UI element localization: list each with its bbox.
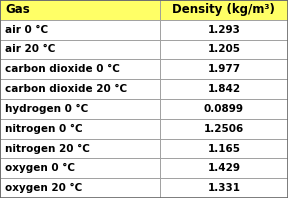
Bar	[160, 178, 288, 198]
Bar	[160, 119, 288, 139]
Bar	[0, 178, 160, 198]
Bar	[160, 0, 288, 20]
Bar	[0, 139, 160, 158]
Bar	[160, 40, 288, 59]
Text: 1.842: 1.842	[207, 84, 240, 94]
Bar	[160, 99, 288, 119]
Text: 1.977: 1.977	[207, 64, 240, 74]
Bar	[0, 119, 160, 139]
Text: air 0 °C: air 0 °C	[5, 25, 48, 35]
Bar	[0, 20, 160, 40]
Text: 1.293: 1.293	[207, 25, 240, 35]
Text: 1.429: 1.429	[207, 163, 240, 173]
Bar	[160, 139, 288, 158]
Text: 0.0899: 0.0899	[204, 104, 244, 114]
Text: oxygen 0 °C: oxygen 0 °C	[5, 163, 75, 173]
Bar	[0, 59, 160, 79]
Text: 1.165: 1.165	[207, 144, 240, 153]
Bar	[160, 20, 288, 40]
Bar	[160, 59, 288, 79]
Text: carbon dioxide 20 °C: carbon dioxide 20 °C	[5, 84, 127, 94]
Text: 1.331: 1.331	[207, 183, 240, 193]
Text: nitrogen 0 °C: nitrogen 0 °C	[5, 124, 83, 134]
Text: oxygen 20 °C: oxygen 20 °C	[5, 183, 82, 193]
Text: hydrogen 0 °C: hydrogen 0 °C	[5, 104, 88, 114]
Text: carbon dioxide 0 °C: carbon dioxide 0 °C	[5, 64, 120, 74]
Text: 1.2506: 1.2506	[204, 124, 244, 134]
Bar	[160, 158, 288, 178]
Text: Gas: Gas	[5, 3, 30, 16]
Bar	[0, 0, 160, 20]
Text: 1.205: 1.205	[207, 45, 240, 54]
Bar	[160, 79, 288, 99]
Bar	[0, 79, 160, 99]
Text: nitrogen 20 °C: nitrogen 20 °C	[5, 144, 90, 153]
Text: air 20 °C: air 20 °C	[5, 45, 56, 54]
Bar	[0, 99, 160, 119]
Bar	[0, 158, 160, 178]
Text: Density (kg/m³): Density (kg/m³)	[173, 3, 275, 16]
Bar	[0, 40, 160, 59]
